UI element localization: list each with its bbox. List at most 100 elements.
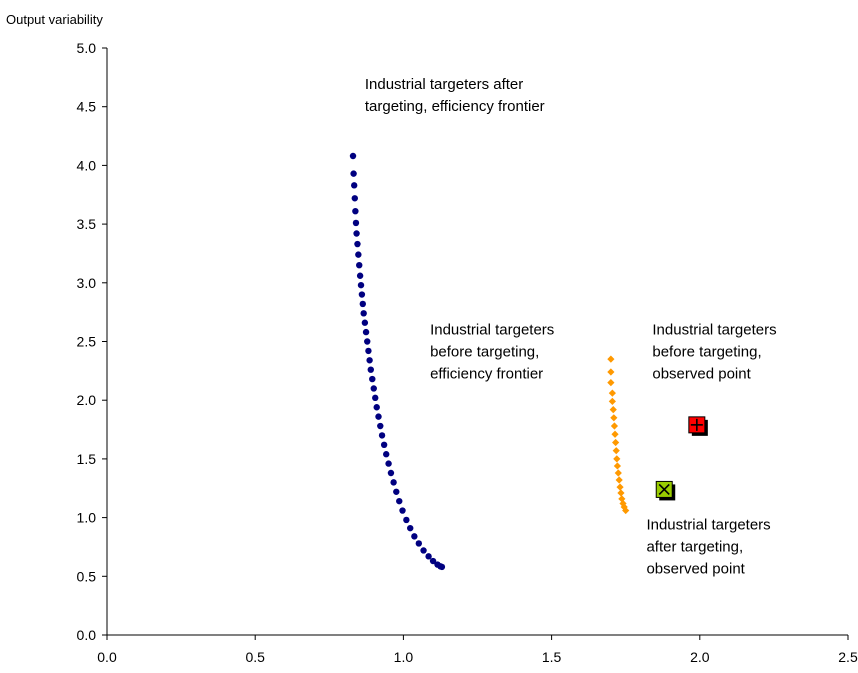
frontier-before-point [611,430,619,438]
frontier-before-point [607,355,615,363]
frontier-before-point [613,462,622,470]
y-tick-label: 1.0 [77,510,97,526]
annotation-label: Industrial targeters before targeting, eff… [430,321,554,382]
x-tick-label: 0.0 [97,649,117,665]
frontier-after-point [365,347,372,355]
frontier-after-point [420,547,427,554]
x-tick-label: 1.5 [542,649,562,665]
x-tick-label: 1.0 [394,649,414,665]
frontier-after-point [350,170,357,177]
frontier-after-point [390,479,397,486]
frontier-before-point [616,483,624,491]
frontier-before-point [610,422,619,430]
frontier-before-point [607,378,615,387]
frontier-after-point [373,404,380,411]
frontier-before-point [612,438,620,447]
annotation-line: Industrial targeters [652,321,776,338]
frontier-after-point [385,460,392,467]
tick-labels: 0.0 0.5 1.0 1.5 2.0 2.5 0.0 0.5 1.0 1.5 2.0 2.5 3.0 3… [77,40,858,665]
frontier-before-point [622,506,630,515]
frontier-after-point [357,281,365,289]
frontier-after-point [377,422,384,430]
y-tick-label: 2.5 [77,334,97,350]
annotation-line: targeting, efficiency frontier [365,98,545,115]
data-points [349,152,708,571]
x-tick-label: 2.0 [690,649,710,665]
y-tick-label: 4.5 [77,99,97,115]
frontier-after-point [407,524,414,532]
frontier-after-point [366,357,373,364]
frontier-after-point [356,272,364,279]
y-tick-label: 3.0 [77,275,97,291]
frontier-after-point [380,441,388,449]
annotation-label: Industrial targeters after targeting, eff… [365,76,545,115]
frontier-before-point [615,476,623,484]
annotation-line: Industrial targeters [646,516,770,533]
annotation-line: Industrial targeters after [365,76,523,93]
frontier-before-point [609,405,617,414]
annotation-line: observed point [646,560,745,577]
frontier-after-point [356,261,363,269]
frontier-after-point [411,533,418,540]
frontier-before-point [610,414,618,422]
y-tick-label: 5.0 [77,40,97,56]
frontier-after-point [353,230,360,237]
frontier-after-point [396,497,403,505]
frontier-after-point [429,557,437,565]
frontier-after-point [361,319,369,326]
frontier-after-point [352,219,360,227]
y-tick-label: 4.0 [77,157,97,173]
frontier-after-point [362,328,370,336]
frontier-after-point [358,291,366,298]
frontier-before-point [619,499,627,508]
annotation-label: Industrial targeters before targeting, obs… [652,321,776,382]
y-tick-label: 2.0 [77,392,97,408]
frontier-after-point [425,553,432,560]
y-tick-label: 0.5 [77,568,97,584]
annotation-line: after targeting, [646,538,743,555]
annotation-line: efficiency frontier [430,365,543,382]
frontier-after-point [352,207,359,215]
frontier-before-point [612,447,620,455]
annotation-line: observed point [652,365,751,382]
frontier-after-point [393,488,400,495]
frontier-before-point [617,489,625,497]
frontier-before-point [608,397,616,405]
observed-after-point [655,480,676,501]
frontier-after-point [372,394,379,402]
annotations: Industrial targeters after targeting, eff… [365,76,777,577]
frontier-after-point [383,451,390,458]
frontier-after-point [364,338,371,345]
frontier-after-point [403,516,410,524]
frontier-after-point [375,413,382,420]
x-tick-label: 0.5 [245,649,265,665]
frontier-before-point [614,469,622,477]
frontier-before-point [607,368,615,376]
frontier-after-point [378,432,386,439]
frontier-after-point [354,240,361,248]
frontier-after-point [370,385,377,392]
frontier-after-point [349,152,357,160]
annotation-line: before targeting, [430,343,539,360]
frontier-after-point [359,300,366,308]
observed-before-point [688,416,708,436]
frontier-after-point [351,195,358,202]
frontier-after-point [355,251,362,258]
frontier-before-point [613,455,621,463]
frontier-after-point [399,507,406,514]
frontier-before-point [608,389,616,397]
frontier-after-point [415,540,423,547]
y-axis-label: Output variability [6,12,103,27]
frontier-after-point [369,375,376,383]
annotation-label: Industrial targeters after targeting, obse… [646,516,770,577]
frontier-after-point [350,182,358,189]
y-tick-label: 0.0 [77,627,97,643]
axes [102,47,849,640]
cross-stroke-b [658,483,670,495]
y-tick-label: 3.5 [77,216,97,232]
frontier-after-point [438,563,446,571]
frontier-after-point [360,310,367,317]
x-tick-label: 2.5 [838,649,858,665]
frontier-after-point [387,469,395,477]
